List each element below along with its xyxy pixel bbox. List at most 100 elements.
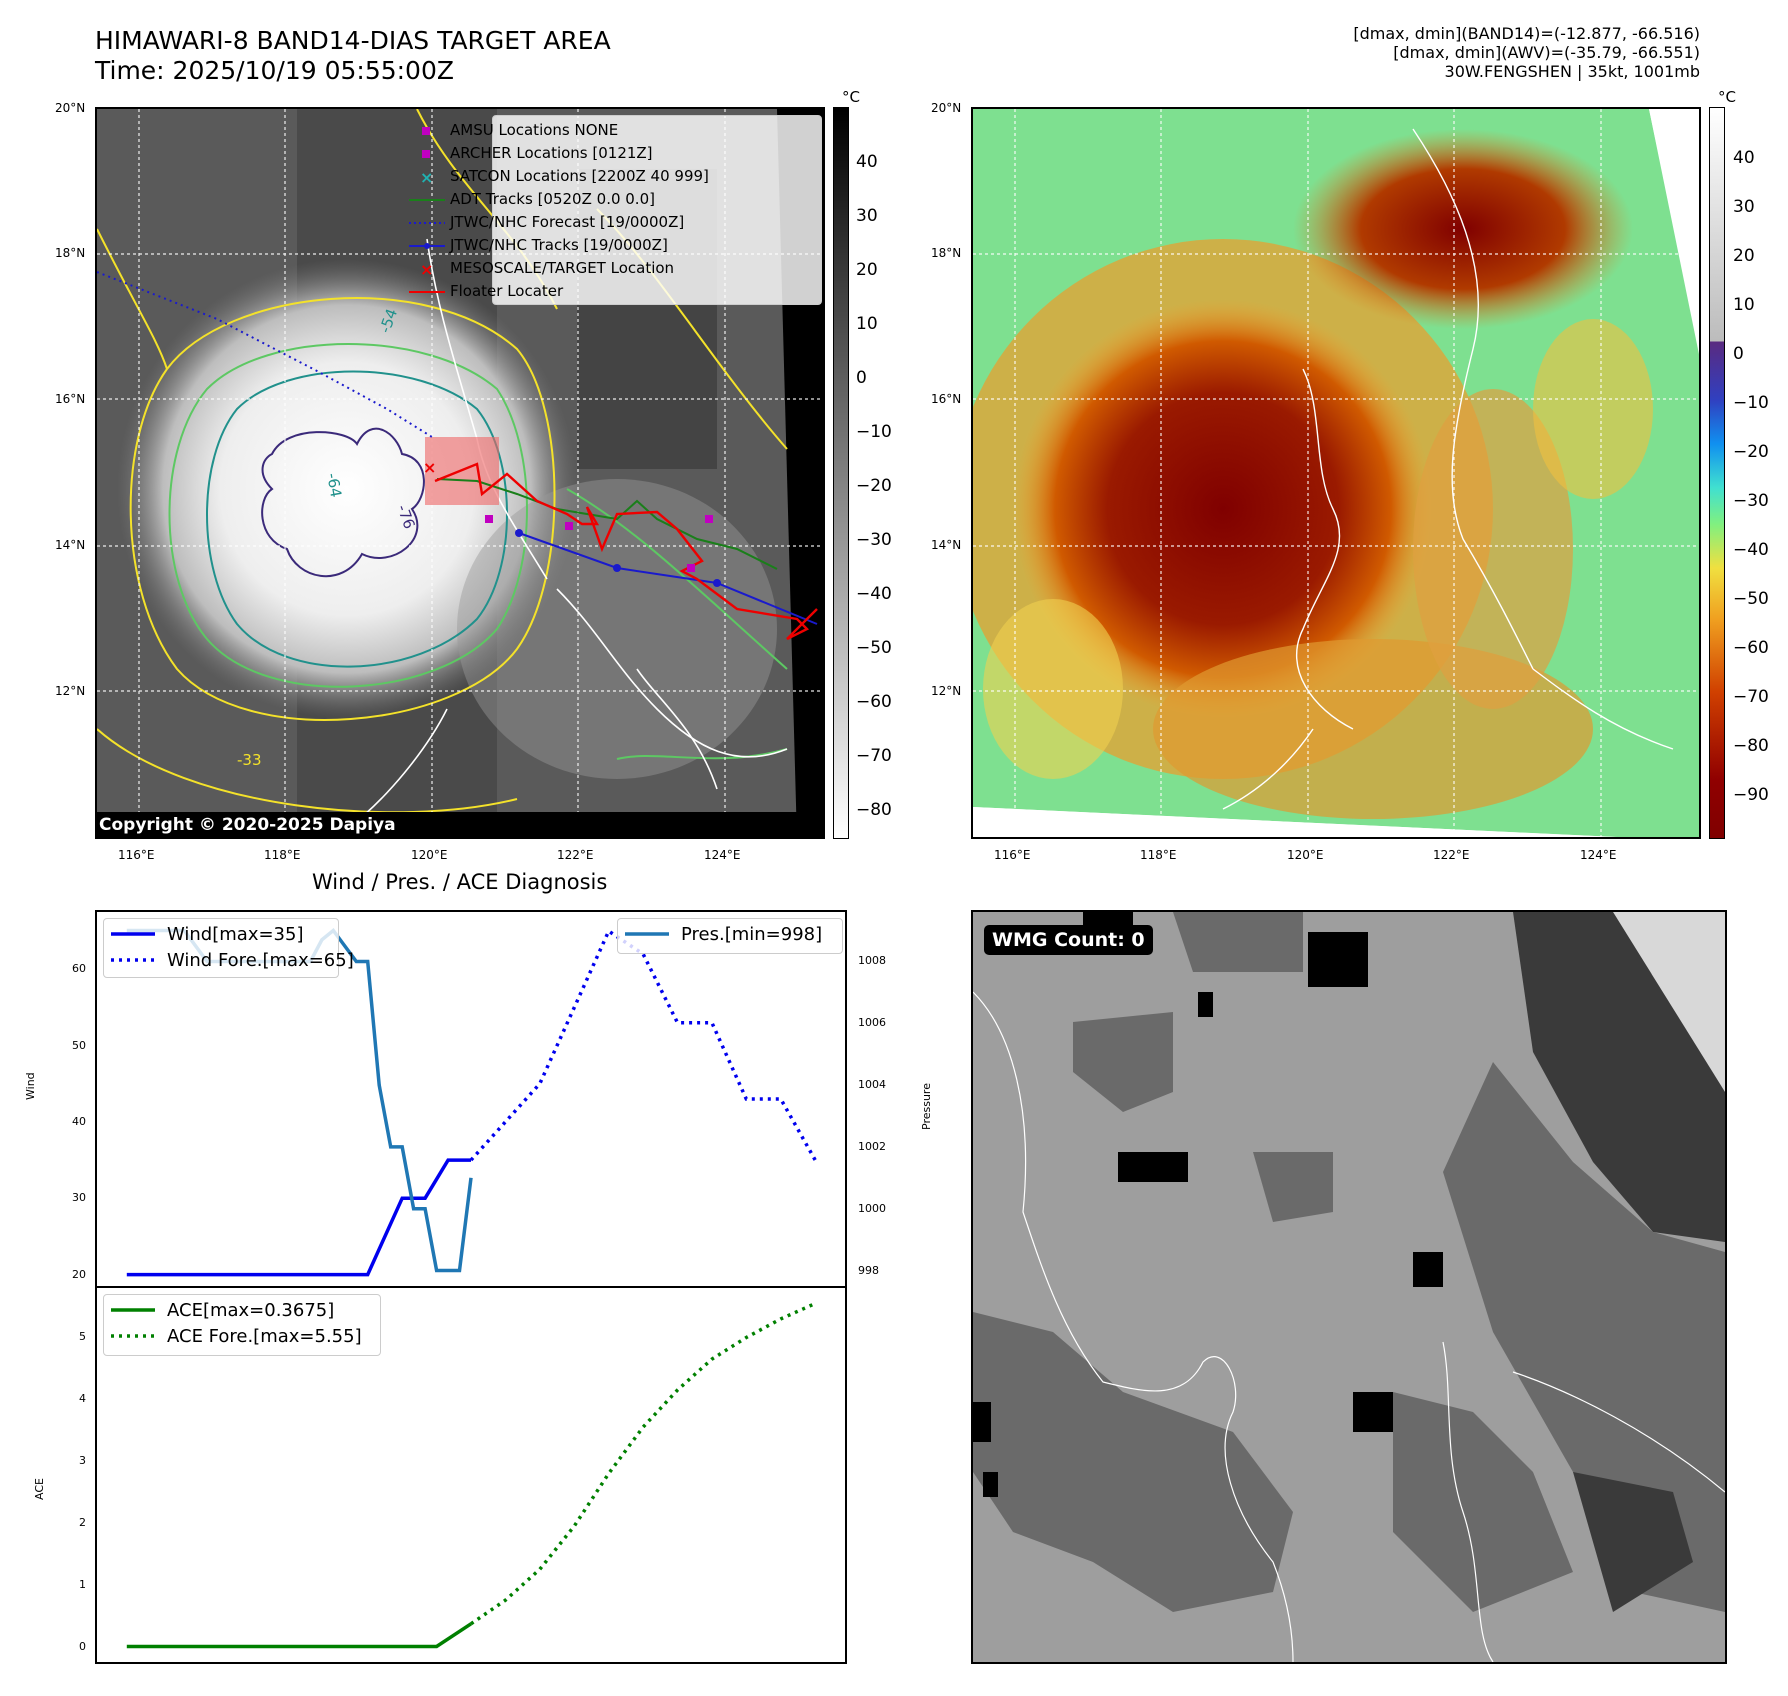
awv-map-canvas (973, 109, 1699, 837)
colorbar-tick: −60 (856, 692, 892, 712)
legend-label: JTWC/NHC Forecast [19/0000Z] (450, 213, 685, 231)
legend-label: AMSU Locations NONE (450, 121, 619, 139)
lat-label: 20°N (931, 101, 962, 115)
colorbar-tick: −70 (1733, 687, 1769, 707)
colorbar-tick: −50 (856, 638, 892, 658)
axis-tick-label: 1006 (858, 1016, 886, 1030)
contour-teal (206, 370, 508, 668)
legend-label: MESOSCALE/TARGET Location (450, 259, 675, 277)
colorbar-tick: −40 (1733, 540, 1769, 560)
legend-swatch: × (420, 169, 433, 185)
lon-label: 120°E (411, 848, 448, 862)
jtwc-forecast-track (97, 271, 433, 438)
figure-time: Time: 2025/10/19 05:55:00Z (95, 56, 454, 85)
series-line-pres (126, 927, 473, 1273)
wmg-count-badge: WMG Count: 0 (984, 925, 1153, 955)
legend-ace-forecast: ACE Fore.[max=5.55] (167, 1326, 362, 1347)
colorbar-tick: 10 (856, 314, 878, 334)
colorbar-tick: 40 (856, 152, 878, 172)
colorbar1-unit: °C (842, 88, 860, 106)
lon-label: 124°E (704, 848, 741, 862)
colorbar-tick: −70 (856, 746, 892, 766)
archer-marker (485, 515, 493, 523)
colorbar-tick: −30 (856, 530, 892, 550)
lon-label: 116°E (994, 848, 1031, 862)
target-location-marker: × (423, 458, 436, 477)
colorbar2-unit: °C (1718, 88, 1736, 106)
awv-color-map (971, 107, 1701, 839)
floater-locater-track (434, 462, 818, 641)
colorbar-tick: 0 (1733, 344, 1744, 364)
series-line-ace-fore (470, 1301, 816, 1626)
jtwc-track (518, 532, 818, 625)
contour-green (168, 343, 528, 688)
colorbar-tick: 10 (1733, 295, 1755, 315)
colorbar-tick: −60 (1733, 638, 1769, 658)
dmax-dmin-band14: [dmax, dmin](BAND14)=(-12.877, -66.516) (1353, 24, 1700, 43)
lon-label: 118°E (1140, 848, 1177, 862)
axis-tick-label: 30 (72, 1191, 86, 1205)
legend-swatch (409, 199, 445, 201)
legend-swatch (422, 150, 430, 158)
wind-legend (103, 918, 339, 978)
contour-label-33: -33 (237, 751, 262, 769)
colorbar-tick: 30 (1733, 197, 1755, 217)
contour-yellow (129, 297, 556, 721)
lat-label: 16°N (55, 392, 86, 406)
colorbar-tick: 20 (856, 260, 878, 280)
legend-label: JTWC/NHC Tracks [19/0000Z] (450, 236, 668, 254)
axis-tick-label: 60 (72, 962, 86, 976)
colorbar-tick: 30 (856, 206, 878, 226)
wmg-canvas (973, 912, 1725, 1662)
axis-tick-label: 40 (72, 1114, 86, 1128)
ace-plot (126, 1301, 816, 1649)
lat-label: 12°N (55, 684, 86, 698)
series-line-wind-fore (469, 928, 817, 1162)
wmg-panel (971, 910, 1727, 1664)
pressure-legend-swatch (625, 932, 669, 936)
legend-label: ARCHER Locations [0121Z] (450, 144, 653, 162)
series-line-ace (126, 1622, 472, 1649)
colorbar-tick: −10 (1733, 393, 1769, 413)
lat-label: 14°N (931, 538, 962, 552)
map1-legend (492, 115, 822, 305)
axis-tick-label: 2 (79, 1515, 86, 1529)
lat-label: 12°N (931, 684, 962, 698)
legend-label: ADT Tracks [0520Z 0.0 0.0] (450, 190, 655, 208)
contour-purple (261, 427, 425, 578)
colorbar-tick: 0 (856, 368, 867, 388)
dmax-dmin-awv: [dmax, dmin](AWV)=(-35.79, -66.551) (1393, 43, 1700, 62)
storm-info: 30W.FENGSHEN | 35kt, 1001mb (1444, 62, 1700, 81)
lat-label: 18°N (931, 246, 962, 260)
svg-text:×: × (420, 169, 433, 185)
pressure-axis-label: Pressure (920, 1083, 933, 1130)
colorbar-tick: −80 (856, 800, 892, 820)
lat-label: 16°N (931, 392, 962, 406)
legend-swatch (409, 222, 445, 224)
ace-legend-swatches (111, 1308, 155, 1338)
axis-tick-label: 50 (72, 1038, 86, 1052)
legend-label: Floater Locater (450, 282, 564, 300)
ace-legend (103, 1294, 381, 1356)
lat-label: 20°N (55, 101, 86, 115)
ir-band14-map: -64 -54 -76 -33 × AMSU Locations NONE ARC… (95, 107, 825, 839)
lon-label: 120°E (1287, 848, 1324, 862)
axis-tick-label: 5 (79, 1330, 86, 1344)
copyright-banner: Copyright © 2020-2025 Dapiya (95, 812, 825, 838)
lat-label: 14°N (55, 538, 86, 552)
colorbar-tick: 40 (1733, 148, 1755, 168)
legend-swatch: × (420, 261, 433, 277)
axis-tick-label: 1000 (858, 1201, 886, 1215)
legend-ace: ACE[max=0.3675] (167, 1300, 335, 1321)
series-line-wind (126, 1158, 471, 1277)
colorbar-tick: −30 (1733, 491, 1769, 511)
lat-label: 18°N (55, 246, 86, 260)
legend-swatch (422, 127, 430, 135)
legend-wind: Wind[max=35] (167, 924, 304, 945)
axis-tick-label: 1008 (858, 954, 886, 968)
colorbar-tick: −20 (1733, 442, 1769, 462)
lon-label: 118°E (264, 848, 301, 862)
colorbar-tick: −40 (856, 584, 892, 604)
colorbar-awv (1709, 107, 1725, 839)
diagnosis-title: Wind / Pres. / ACE Diagnosis (312, 870, 608, 894)
